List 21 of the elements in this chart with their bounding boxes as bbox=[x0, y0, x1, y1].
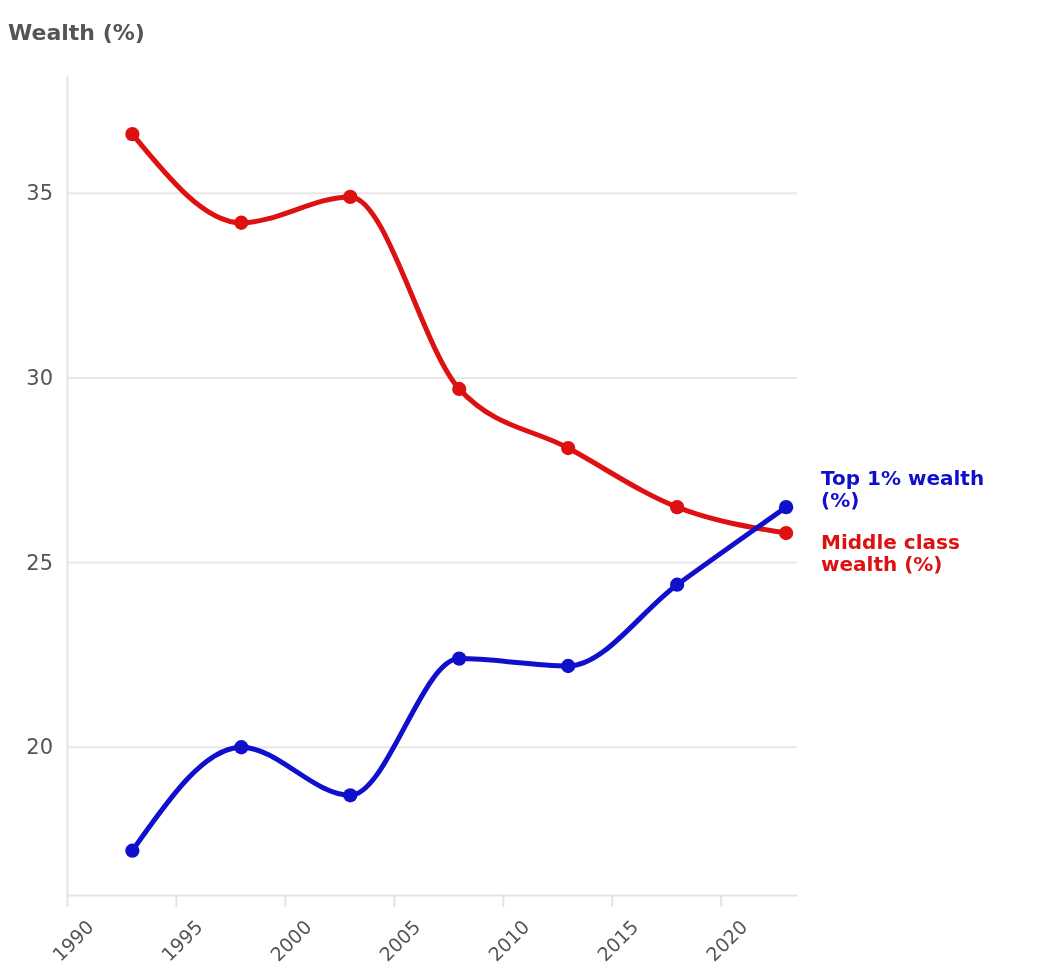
y-tick-label: 35 bbox=[26, 181, 53, 206]
series-label: Middle class wealth (%) bbox=[821, 530, 960, 577]
series-label: Top 1% wealth (%) bbox=[821, 466, 985, 513]
point bbox=[452, 651, 467, 666]
point bbox=[561, 658, 576, 674]
y-tick-label: 30 bbox=[26, 366, 53, 391]
y-axis-title: Wealth (%) bbox=[8, 20, 145, 45]
point bbox=[343, 788, 358, 803]
point bbox=[125, 126, 140, 142]
point bbox=[452, 381, 467, 397]
point bbox=[670, 500, 685, 515]
point bbox=[778, 500, 794, 515]
point bbox=[561, 440, 576, 456]
point bbox=[234, 215, 249, 230]
point bbox=[343, 189, 358, 205]
point bbox=[778, 525, 794, 541]
point bbox=[670, 577, 685, 592]
point bbox=[125, 843, 140, 858]
y-tick-label: 25 bbox=[26, 550, 53, 575]
y-tick-label: 20 bbox=[26, 735, 53, 760]
point bbox=[234, 740, 249, 755]
